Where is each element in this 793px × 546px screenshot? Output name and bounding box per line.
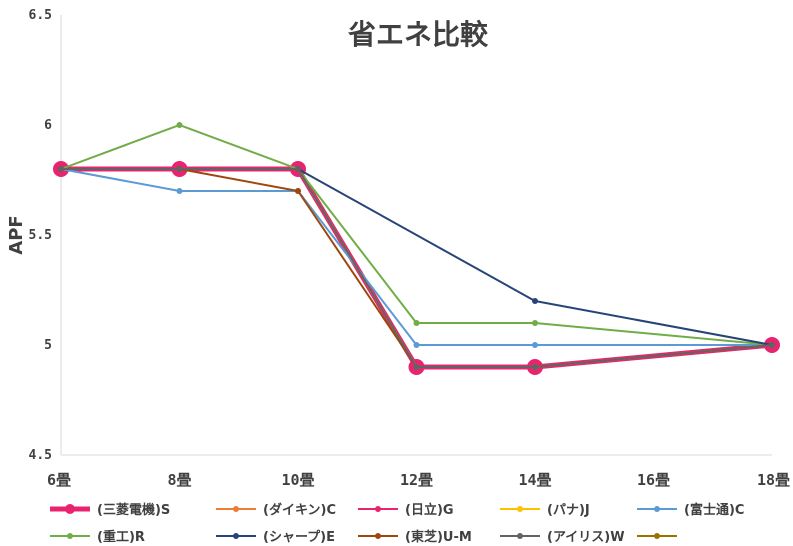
legend-label: (パナ)J xyxy=(547,503,590,518)
x-tick-label: 14畳 xyxy=(518,471,551,489)
legend-item: (富士通)C xyxy=(637,502,744,518)
x-tick-label: 10畳 xyxy=(281,471,314,489)
legend-item: (三菱電機)S xyxy=(50,502,170,518)
y-tick-label: 6.5 xyxy=(29,8,52,23)
y-tick-labels: 4.5 5 5.5 6 6.5 xyxy=(29,8,53,463)
data-point xyxy=(769,342,775,348)
legend-swatch-marker xyxy=(517,506,523,512)
x-tick-label: 16畳 xyxy=(637,471,670,489)
legend-swatch-marker xyxy=(375,533,381,539)
series-line xyxy=(61,168,773,368)
x-tick-label: 6畳 xyxy=(47,471,71,489)
data-point xyxy=(413,364,420,370)
legend-label: (シャープ)E xyxy=(263,530,335,545)
legend-swatch-marker xyxy=(233,506,239,512)
legend-swatch-marker xyxy=(67,533,73,539)
legend-swatch-marker xyxy=(375,506,381,512)
x-tick-label: 12畳 xyxy=(400,471,433,489)
legend-item: (重工)R xyxy=(50,529,145,545)
y-tick-label: 5 xyxy=(44,338,52,353)
data-point xyxy=(413,320,420,326)
data-point xyxy=(532,298,538,304)
series-line xyxy=(60,124,773,346)
legend-swatch-marker xyxy=(654,533,660,539)
data-point xyxy=(176,166,183,172)
data-point xyxy=(176,188,183,194)
y-axis-label: APF xyxy=(6,215,27,254)
x-tick-label: 8畳 xyxy=(167,471,191,489)
legend-item: (シャープ)E xyxy=(216,530,335,545)
legend-item: (アイリス)W xyxy=(500,530,625,545)
data-point xyxy=(295,166,301,172)
data-point xyxy=(532,364,538,370)
legend-item xyxy=(637,533,677,539)
legend-swatch-marker xyxy=(654,506,660,512)
legend-label: (アイリス)W xyxy=(547,530,625,545)
series-8 xyxy=(58,166,775,370)
legend-item: (東芝)U-M xyxy=(358,529,472,545)
legend-label: (日立)G xyxy=(405,502,454,518)
legend-label: (東芝)U-M xyxy=(405,529,472,545)
legend: (三菱電機)S (ダイキン)C (日立)G (パナ)J (富士通)C (重工)R (シャープ… xyxy=(50,502,744,545)
data-point xyxy=(176,122,183,128)
legend-label: (重工)R xyxy=(97,529,145,545)
legend-swatch-marker xyxy=(65,504,75,514)
y-tick-label: 6 xyxy=(44,118,52,133)
chart-title: 省エネ比較 xyxy=(348,18,489,51)
legend-label: (ダイキン)C xyxy=(263,502,336,518)
series-layer xyxy=(53,122,780,375)
legend-label: (三菱電機)S xyxy=(97,502,170,518)
y-tick-label: 4.5 xyxy=(29,448,52,463)
data-point xyxy=(532,342,538,348)
data-point xyxy=(532,320,538,326)
data-point xyxy=(58,166,64,172)
y-tick-label: 5.5 xyxy=(29,228,52,243)
legend-swatch-marker xyxy=(233,533,239,539)
data-point xyxy=(295,188,301,194)
x-tick-labels: 6畳 8畳 10畳 12畳 14畳 16畳 18畳 xyxy=(47,471,790,489)
legend-item: (日立)G xyxy=(358,502,454,518)
legend-item: (ダイキン)C xyxy=(216,502,336,518)
x-tick-label: 18畳 xyxy=(757,471,790,489)
legend-item: (パナ)J xyxy=(500,503,590,518)
legend-swatch-marker xyxy=(517,533,523,539)
legend-label: (富士通)C xyxy=(684,502,744,518)
data-point xyxy=(413,342,420,348)
